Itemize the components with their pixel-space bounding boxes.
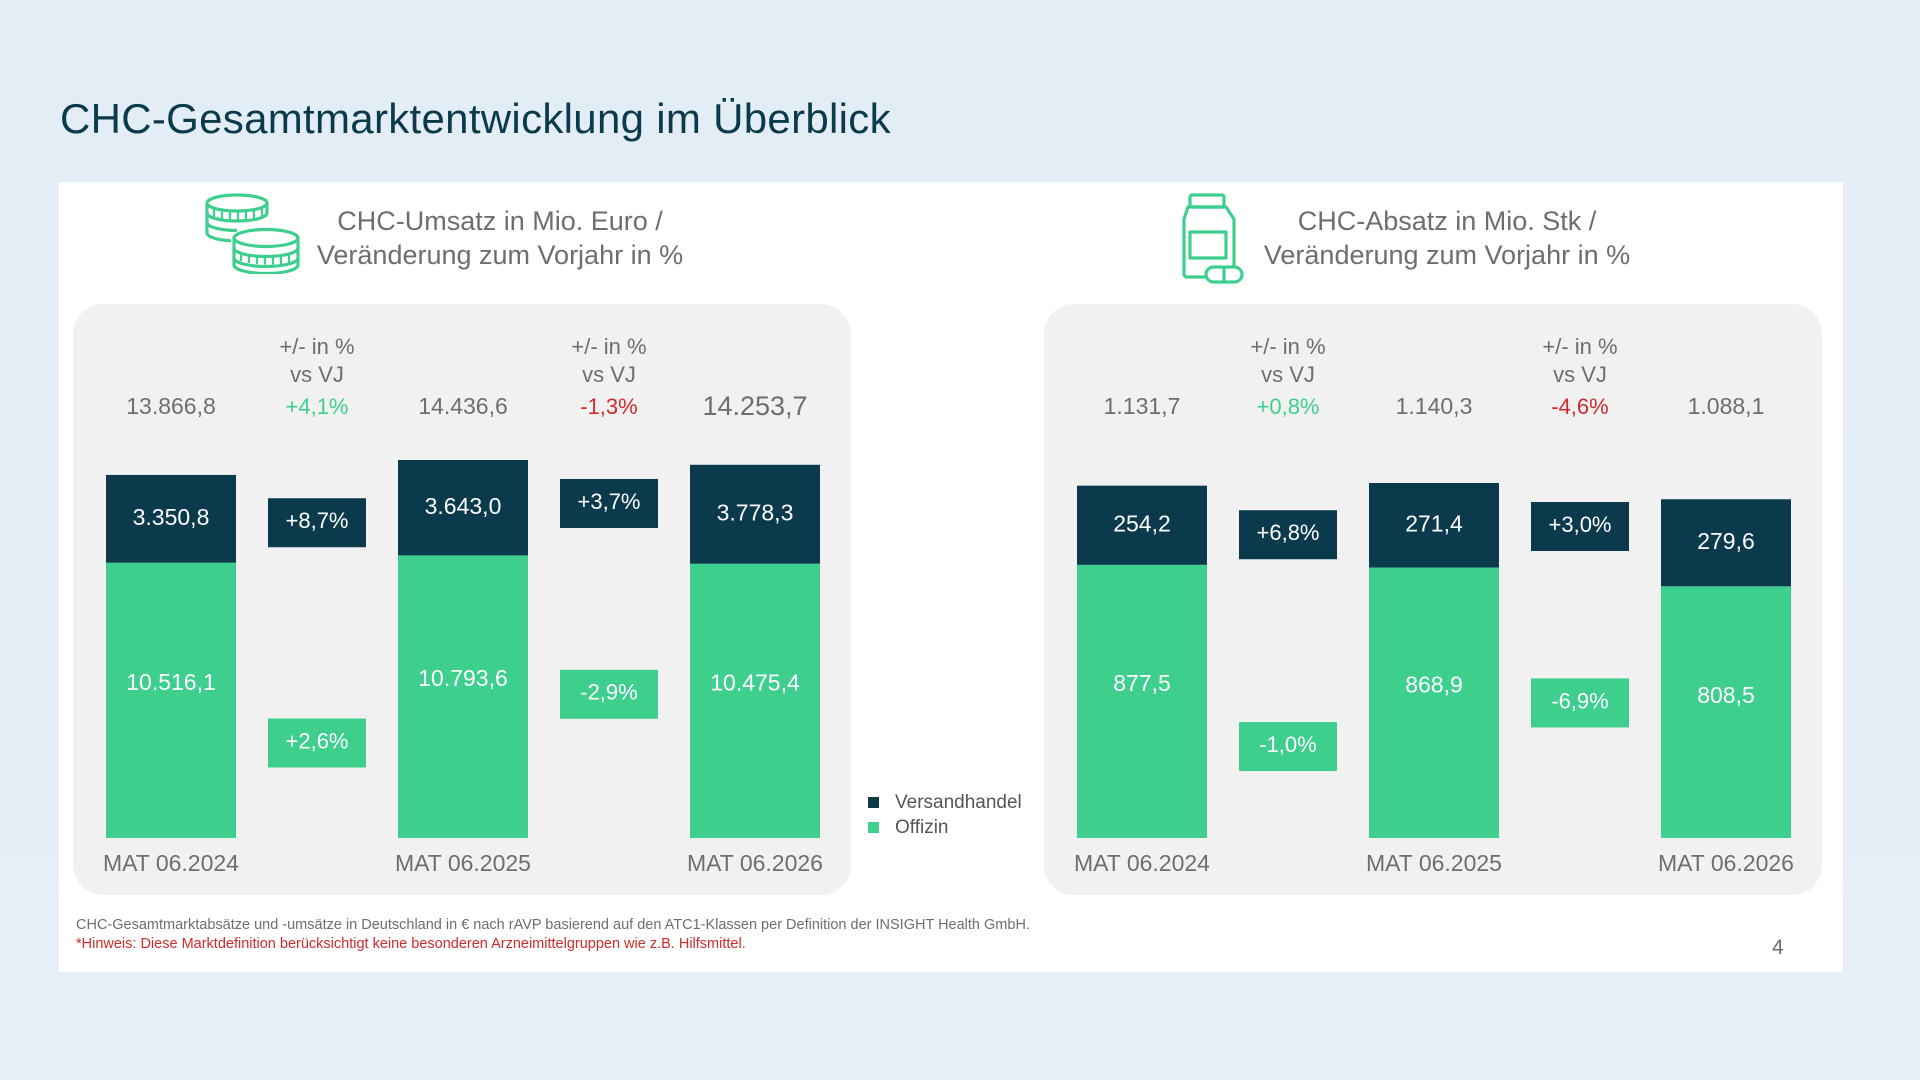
bar-label-offizin: 10.516,1 (126, 669, 216, 695)
bar-versandhandel (690, 464, 820, 564)
change-total-label: +4,1% (286, 394, 349, 419)
change-box-offizin (1531, 678, 1629, 728)
bar-label-versandhandel: 3.643,0 (425, 493, 502, 519)
category-label: MAT 06.2026 (1658, 850, 1794, 876)
bar-versandhandel (1661, 499, 1791, 587)
bar-offizin (106, 562, 236, 838)
page-title: CHC-Gesamtmarktentwicklung im Überblick (60, 95, 891, 142)
change-header-line1: +/- in % (571, 334, 646, 359)
footnote-source: CHC-Gesamtmarktabsätze und -umsätze in D… (76, 917, 1030, 933)
medicine-bottle-icon (1182, 193, 1244, 284)
change-box-offizin (560, 669, 658, 719)
bar-label-versandhandel: 3.350,8 (133, 504, 210, 530)
category-label: MAT 06.2024 (103, 850, 239, 876)
legend-swatch-versand (868, 797, 879, 808)
bar-label-offizin: 10.793,6 (418, 665, 508, 691)
change-label-offizin: +2,6% (286, 728, 349, 753)
bar-versandhandel (398, 460, 528, 556)
bar-total-label: 14.253,7 (702, 391, 807, 421)
bar-label-offizin: 808,5 (1697, 682, 1755, 708)
change-box-versandhandel (1531, 502, 1629, 552)
left-heading-line2: Veränderung zum Vorjahr in % (316, 240, 684, 270)
bar-label-versandhandel: 271,4 (1405, 510, 1463, 536)
bar-offizin (1661, 586, 1791, 838)
chart-legend: Versandhandel Offizin (868, 790, 1022, 840)
category-label: MAT 06.2026 (687, 850, 823, 876)
change-header-line2: vs VJ (1553, 362, 1607, 387)
bar-label-offizin: 868,9 (1405, 672, 1463, 698)
right-heading-line2: Veränderung zum Vorjahr in % (1263, 240, 1631, 270)
change-header-line1: +/- in % (279, 334, 354, 359)
legend-swatch-offizin (868, 822, 879, 833)
bar-label-offizin: 10.475,4 (710, 669, 800, 695)
absatz-chart-panel: 877,5 254,2 1.131,7 MAT 06.2024 868,9 271,4 1.… (1044, 304, 1822, 895)
change-box-versandhandel (560, 478, 658, 528)
change-label-versandhandel: +8,7% (286, 508, 349, 533)
bar-total-label: 14.436,6 (418, 393, 508, 419)
change-header-line1: +/- in % (1250, 334, 1325, 359)
bar-versandhandel (1077, 485, 1207, 565)
category-label: MAT 06.2025 (395, 850, 531, 876)
change-label-offizin: -2,9% (580, 680, 637, 705)
change-label-offizin: -1,0% (1259, 732, 1316, 757)
umsatz-chart: 10.516,1 3.350,8 13.866,8 MAT 06.2024 10.793… (103, 334, 823, 876)
legend-item-offizin: Offizin (868, 815, 1022, 840)
change-total-label: -1,3% (580, 394, 637, 419)
change-header-line1: +/- in % (1542, 334, 1617, 359)
footnote-hint: *Hinweis: Diese Marktdefinition berücksi… (76, 936, 746, 952)
bar-offizin (690, 563, 820, 838)
change-label-versandhandel: +3,7% (578, 489, 641, 514)
bar-total-label: 1.088,1 (1688, 393, 1765, 419)
right-chart-heading: CHC-Absatz in Mio. Stk / Veränderung zum… (1247, 204, 1647, 272)
change-box-offizin (1239, 722, 1337, 772)
bar-label-offizin: 877,5 (1113, 670, 1171, 696)
change-header-line2: vs VJ (1261, 362, 1315, 387)
change-box-offizin (268, 718, 366, 768)
bar-offizin (1369, 567, 1499, 838)
bar-label-versandhandel: 254,2 (1113, 510, 1171, 536)
change-total-label: -4,6% (1551, 394, 1608, 419)
bar-total-label: 13.866,8 (126, 393, 216, 419)
bar-total-label: 1.131,7 (1104, 393, 1181, 419)
bar-label-versandhandel: 3.778,3 (717, 499, 794, 525)
footnote: CHC-Gesamtmarktabsätze und -umsätze in D… (76, 916, 1030, 954)
bar-versandhandel (1369, 483, 1499, 568)
legend-label-offizin: Offizin (895, 816, 949, 838)
legend-item-versand: Versandhandel (868, 790, 1022, 815)
left-heading-line1: CHC-Umsatz in Mio. Euro / (337, 206, 663, 236)
change-label-versandhandel: +3,0% (1549, 512, 1612, 537)
change-header-line2: vs VJ (290, 362, 344, 387)
right-heading-line1: CHC-Absatz in Mio. Stk / (1297, 206, 1597, 236)
bar-label-versandhandel: 279,6 (1697, 528, 1755, 554)
umsatz-chart-panel: 10.516,1 3.350,8 13.866,8 MAT 06.2024 10.793… (73, 304, 851, 895)
bar-total-label: 1.140,3 (1396, 393, 1473, 419)
coins-icon (205, 193, 300, 274)
category-label: MAT 06.2025 (1366, 850, 1502, 876)
change-total-label: +0,8% (1257, 394, 1320, 419)
legend-label-versand: Versandhandel (895, 791, 1022, 813)
bar-offizin (398, 555, 528, 838)
absatz-chart: 877,5 254,2 1.131,7 MAT 06.2024 868,9 271,4 1.… (1074, 334, 1794, 876)
bar-offizin (1077, 564, 1207, 838)
bar-versandhandel (106, 474, 236, 563)
left-chart-heading: CHC-Umsatz in Mio. Euro / Veränderung zu… (300, 204, 700, 272)
change-label-versandhandel: +6,8% (1257, 520, 1320, 545)
change-box-versandhandel (268, 498, 366, 548)
change-header-line2: vs VJ (582, 362, 636, 387)
change-label-offizin: -6,9% (1551, 688, 1608, 713)
category-label: MAT 06.2024 (1074, 850, 1210, 876)
change-box-versandhandel (1239, 510, 1337, 560)
page-number: 4 (1772, 936, 1784, 959)
